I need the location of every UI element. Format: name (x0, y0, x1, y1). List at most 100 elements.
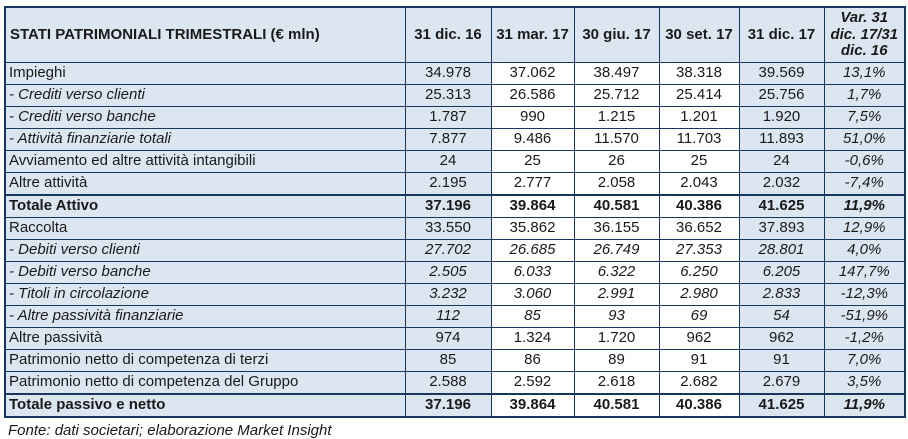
value-cell: 962 (658, 327, 740, 350)
value-cell: 34.978 (404, 62, 492, 85)
table-row: - Altre passività finanziarie 112 85 93 69 54… (4, 305, 906, 328)
value-cell: 2.833 (738, 283, 825, 306)
balance-sheet-table: STATI PATRIMONIALI TRIMESTRALI (€ mln) 3… (4, 6, 906, 418)
value-cell: 25.414 (658, 84, 740, 107)
value-cell: 2.679 (738, 371, 825, 395)
value-cell: 6.322 (573, 261, 660, 284)
row-label: Totale passivo e netto (4, 393, 406, 418)
value-cell: 1.787 (404, 106, 492, 129)
value-cell: 41.625 (738, 393, 825, 418)
value-cell: 1.324 (490, 327, 575, 350)
value-cell: 2.058 (573, 172, 660, 196)
value-cell: 26.586 (490, 84, 575, 107)
column-header-31dic17: 31 dic. 17 (738, 6, 825, 63)
value-cell: 3.232 (404, 283, 492, 306)
var-cell: 3,5% (823, 371, 906, 395)
table-row: - Debiti verso banche 2.505 6.033 6.322 6.25… (4, 261, 906, 284)
value-cell: 3.060 (490, 283, 575, 306)
value-cell: 6.250 (658, 261, 740, 284)
column-header-30giu17: 30 giu. 17 (573, 6, 660, 63)
value-cell: 89 (573, 349, 660, 372)
value-cell: 39.569 (738, 62, 825, 85)
table-row: Patrimonio netto di competenza del Grupp… (4, 371, 906, 395)
table-header: STATI PATRIMONIALI TRIMESTRALI (€ mln) 3… (4, 6, 906, 63)
value-cell: 974 (404, 327, 492, 350)
value-cell: 7.877 (404, 128, 492, 151)
row-label: - Debiti verso banche (4, 261, 406, 284)
table-row: Raccolta 33.550 35.862 36.155 36.652 37.893 12… (4, 217, 906, 240)
table-row: - Crediti verso banche 1.787 990 1.215 1.201… (4, 106, 906, 129)
var-cell: 12,9% (823, 217, 906, 240)
value-cell: 91 (658, 349, 740, 372)
value-cell: 1.215 (573, 106, 660, 129)
row-label: Totale Attivo (4, 194, 406, 218)
value-cell: 1.720 (573, 327, 660, 350)
table-body: Impieghi 34.978 37.062 38.497 38.318 39.569 13… (4, 62, 906, 418)
value-cell: 69 (658, 305, 740, 328)
value-cell: 11.570 (573, 128, 660, 151)
value-cell: 2.991 (573, 283, 660, 306)
row-label: Altre attività (4, 172, 406, 196)
value-cell: 2.195 (404, 172, 492, 196)
row-label: Raccolta (4, 217, 406, 240)
row-label: - Altre passività finanziarie (4, 305, 406, 328)
var-cell: -7,4% (823, 172, 906, 196)
value-cell: 37.062 (490, 62, 575, 85)
row-label: - Crediti verso clienti (4, 84, 406, 107)
row-label: - Debiti verso clienti (4, 239, 406, 262)
value-cell: 38.318 (658, 62, 740, 85)
value-cell: 33.550 (404, 217, 492, 240)
value-cell: 25 (490, 150, 575, 173)
value-cell: 9.486 (490, 128, 575, 151)
value-cell: 40.581 (573, 393, 660, 418)
row-label: Impieghi (4, 62, 406, 85)
value-cell: 35.862 (490, 217, 575, 240)
var-cell: 4,0% (823, 239, 906, 262)
value-cell: 40.386 (658, 393, 740, 418)
table-row: Totale passivo e netto 37.196 39.864 40.581… (4, 393, 906, 418)
value-cell: 85 (490, 305, 575, 328)
value-cell: 36.155 (573, 217, 660, 240)
value-cell: 112 (404, 305, 492, 328)
value-cell: 93 (573, 305, 660, 328)
value-cell: 1.920 (738, 106, 825, 129)
table-row: - Attività finanziarie totali 7.877 9.486 1… (4, 128, 906, 151)
value-cell: 40.581 (573, 194, 660, 218)
var-cell: 147,7% (823, 261, 906, 284)
var-cell: -0,6% (823, 150, 906, 173)
var-cell: -1,2% (823, 327, 906, 350)
value-cell: 26 (573, 150, 660, 173)
column-header-31dic16: 31 dic. 16 (404, 6, 492, 63)
table-row: - Crediti verso clienti 25.313 26.586 25.71… (4, 84, 906, 107)
value-cell: 24 (404, 150, 492, 173)
value-cell: 2.777 (490, 172, 575, 196)
value-cell: 39.864 (490, 393, 575, 418)
table-row: Altre passività 974 1.324 1.720 962 962 -1,2% (4, 327, 906, 350)
var-cell: -12,3% (823, 283, 906, 306)
value-cell: 27.702 (404, 239, 492, 262)
table-row: Totale Attivo 37.196 39.864 40.581 40.386 41.… (4, 194, 906, 218)
value-cell: 1.201 (658, 106, 740, 129)
value-cell: 91 (738, 349, 825, 372)
column-header-31mar17: 31 mar. 17 (490, 6, 575, 63)
table-row: Avviamento ed altre attività intangibili… (4, 150, 906, 173)
value-cell: 2.980 (658, 283, 740, 306)
table-row: Patrimonio netto di competenza di terzi 8… (4, 349, 906, 372)
value-cell: 37.196 (404, 393, 492, 418)
row-label: - Crediti verso banche (4, 106, 406, 129)
value-cell: 37.196 (404, 194, 492, 218)
table-row: Altre attività 2.195 2.777 2.058 2.043 2.032-… (4, 172, 906, 196)
source-note: Fonte: dati societari; elaborazione Mark… (8, 422, 332, 439)
var-cell: 11,9% (823, 393, 906, 418)
value-cell: 41.625 (738, 194, 825, 218)
var-cell: -51,9% (823, 305, 906, 328)
row-label: Avviamento ed altre attività intangibili (4, 150, 406, 173)
value-cell: 25 (658, 150, 740, 173)
table-title: STATI PATRIMONIALI TRIMESTRALI (€ mln) (4, 6, 406, 63)
value-cell: 86 (490, 349, 575, 372)
value-cell: 26.749 (573, 239, 660, 262)
row-label: Altre passività (4, 327, 406, 350)
value-cell: 6.205 (738, 261, 825, 284)
value-cell: 11.703 (658, 128, 740, 151)
value-cell: 25.756 (738, 84, 825, 107)
